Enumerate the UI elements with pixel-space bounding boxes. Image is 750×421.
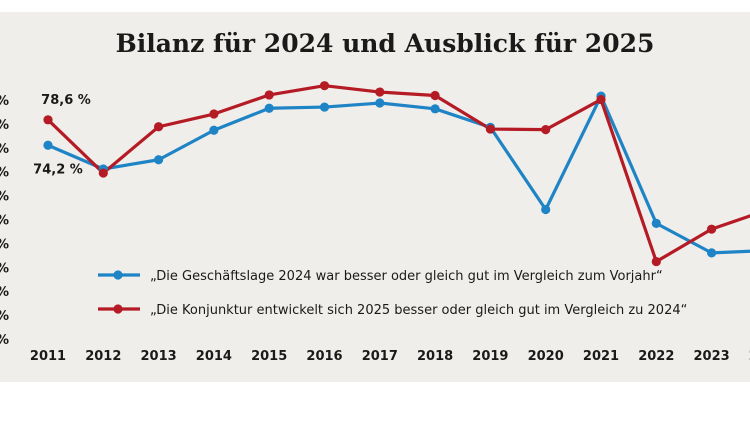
x-tick-label: 2014 <box>196 349 232 364</box>
x-tick-label: 2021 <box>583 349 619 364</box>
data-point-series-2 <box>596 94 606 105</box>
series-layer <box>43 81 750 267</box>
x-tick-label: 2023 <box>694 349 730 364</box>
x-tick-label: 2022 <box>638 349 674 364</box>
x-axis-tick-labels: 2011 2012 2013 2014 2015 2016 2017 2018 2019 2020… <box>30 349 750 364</box>
x-tick-label: 2017 <box>362 349 398 364</box>
legend: „Die Geschäftslage 2024 war besser oder … <box>98 269 687 318</box>
x-tick-label: 2013 <box>141 349 177 364</box>
x-tick-label: 2018 <box>417 349 453 364</box>
x-tick-label: 2019 <box>472 349 508 364</box>
legend-swatch-marker-2 <box>113 304 123 314</box>
y-tick-label: % <box>0 333 9 348</box>
data-point-series-1 <box>43 140 53 150</box>
series-line-2 <box>46 84 750 264</box>
y-tick-label: % <box>0 166 9 181</box>
series-line-1 <box>47 94 750 255</box>
chart-background <box>0 12 750 382</box>
data-point-series-2 <box>209 109 219 119</box>
x-tick-label: 2024 <box>749 349 750 364</box>
data-point-series-1 <box>319 102 330 112</box>
y-tick-label: % <box>0 94 9 109</box>
legend-label-1: „Die Geschäftslage 2024 war besser oder … <box>150 269 663 284</box>
data-point-series-1 <box>541 204 551 215</box>
data-point-series-2 <box>541 125 551 135</box>
x-tick-label: 2020 <box>528 349 564 364</box>
data-point-series-2 <box>319 81 330 91</box>
data-point-series-2 <box>264 90 274 100</box>
data-point-series-1 <box>154 155 164 165</box>
data-point-series-2 <box>98 168 108 178</box>
data-point-series-1 <box>707 248 717 258</box>
y-tick-label: % <box>0 190 9 205</box>
data-point-series-2 <box>43 115 53 125</box>
y-tick-label: % <box>0 309 9 324</box>
y-tick-label: % <box>0 285 9 300</box>
y-tick-label: % <box>0 261 9 276</box>
y-tick-label: % <box>0 142 9 157</box>
data-point-series-2 <box>154 122 164 132</box>
data-label: 78,6 % <box>41 93 91 108</box>
data-point-series-1 <box>209 125 219 135</box>
x-tick-label: 2015 <box>251 349 287 364</box>
data-point-series-2 <box>485 124 495 134</box>
y-tick-label: % <box>0 214 9 229</box>
legend-label-2: „Die Konjunktur entwickelt sich 2025 bes… <box>150 303 687 318</box>
chart-title: Bilanz für 2024 und Ausblick für 2025 <box>116 29 655 58</box>
data-point-series-1 <box>430 104 440 114</box>
data-point-series-2 <box>375 87 385 97</box>
data-point-series-1 <box>375 98 385 108</box>
y-tick-label: % <box>0 118 9 133</box>
data-point-series-2 <box>651 256 661 267</box>
x-tick-label: 2016 <box>306 349 342 364</box>
legend-swatch-marker-1 <box>113 270 123 280</box>
annotation-layer: 78,6 %74,2 %54 <box>33 93 91 177</box>
data-point-series-2 <box>707 224 717 234</box>
data-point-series-1 <box>651 218 661 228</box>
y-tick-label: % <box>0 237 9 252</box>
data-point-series-1 <box>264 103 274 113</box>
x-tick-label: 2012 <box>85 349 121 364</box>
x-tick-label: 2011 <box>30 349 66 364</box>
data-point-series-2 <box>430 90 440 101</box>
data-label: 74,2 % <box>33 162 83 177</box>
y-axis-tick-labels: %%%%%%%%%%% <box>0 94 9 348</box>
